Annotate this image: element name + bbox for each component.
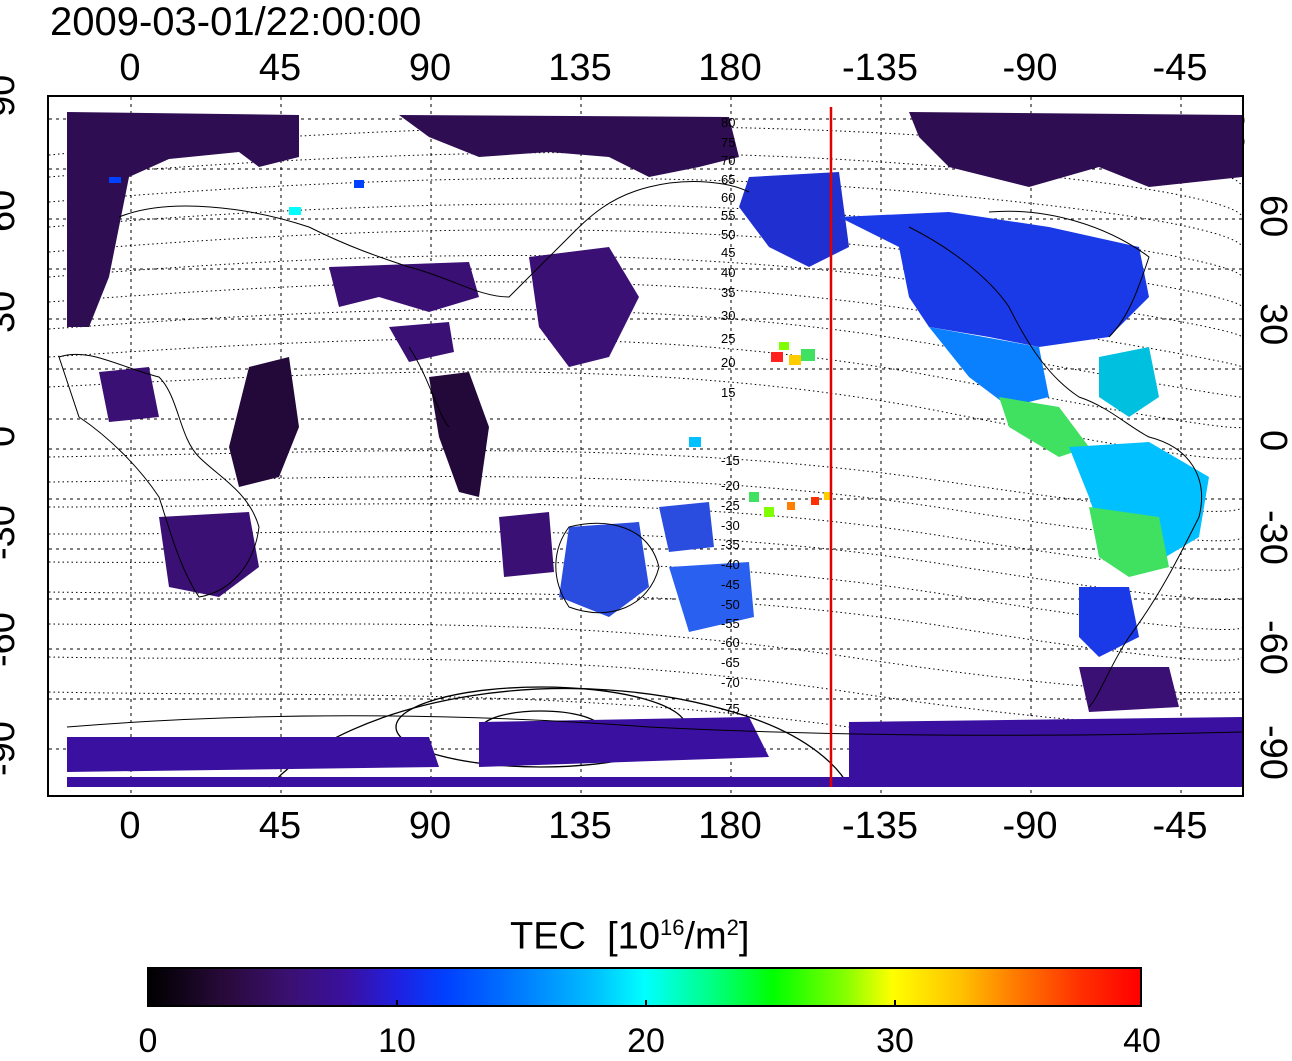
contour-label: 60	[721, 190, 735, 205]
y-tick-right: 30	[1252, 303, 1292, 346]
y-tick-right: -30	[1252, 510, 1292, 565]
tec-colorbar	[147, 967, 1142, 1007]
contour-label: -45	[721, 577, 740, 592]
contour-label: 70	[721, 153, 735, 168]
contour-label: 75	[721, 135, 735, 150]
x-tick-bottom: 180	[698, 805, 762, 847]
contour-label: -65	[721, 655, 740, 670]
x-tick-top: 0	[119, 47, 141, 89]
y-tick-right: -60	[1252, 620, 1292, 675]
y-tick-left: 90	[0, 74, 23, 117]
colorbar-title-label: TEC	[510, 915, 586, 958]
colorbar-tick-mark	[645, 1000, 647, 1007]
contour-label: 40	[721, 265, 735, 280]
tec-map-panel: 80 75 70 65 60 55 50 45 40 35 30 25 20 15 -15 -20 -25 -30…	[47, 95, 1244, 797]
x-tick-top: 45	[258, 47, 302, 89]
x-tick-top: -90	[1002, 47, 1058, 89]
y-tick-left: 60	[0, 189, 23, 232]
contour-label: 20	[721, 355, 735, 370]
colorbar-tick-label: 0	[138, 1022, 158, 1060]
y-tick-left: 30	[0, 290, 23, 333]
x-tick-bottom: 90	[408, 805, 452, 847]
contour-label: -15	[721, 453, 740, 468]
x-tick-bottom: -90	[1002, 805, 1058, 847]
contour-label: -35	[721, 537, 740, 552]
contour-label: 45	[721, 245, 735, 260]
contour-label: -25	[721, 498, 740, 513]
x-tick-bottom: -135	[841, 805, 919, 847]
tec-map: 80 75 70 65 60 55 50 45 40 35 30 25 20 15 -15 -20 -25 -30…	[49, 97, 1242, 795]
y-tick-left: -30	[0, 505, 23, 560]
colorbar-unit-exp2: 2	[726, 915, 739, 940]
contour-label: -75	[721, 701, 740, 716]
colorbar-tick-mark	[396, 1000, 398, 1007]
y-tick-left: -60	[0, 612, 23, 667]
colorbar-unit-mid: /m	[684, 915, 727, 958]
colorbar-tick-label: 10	[378, 1022, 416, 1060]
contour-labels: 80 75 70 65 60 55 50 45 40 35 30 25 20 15 -15 -20 -25 -30…	[721, 115, 740, 716]
contour-label: -20	[721, 478, 740, 493]
x-tick-bottom: 45	[258, 805, 302, 847]
x-tick-bottom: -45	[1152, 805, 1208, 847]
colorbar-tick-label: 20	[627, 1022, 665, 1060]
contour-label: 25	[721, 331, 735, 346]
contour-label: 30	[721, 308, 735, 323]
x-tick-top: -45	[1152, 47, 1208, 89]
contour-label: 15	[721, 385, 735, 400]
contour-label: 55	[721, 208, 735, 223]
colorbar-tick-label: 40	[1123, 1022, 1161, 1060]
contour-label: 35	[721, 285, 735, 300]
y-tick-left: -90	[0, 721, 23, 776]
tec-data-patches	[67, 112, 1242, 787]
map-timestamp: 2009-03-01/22:00:00	[50, 0, 422, 44]
contour-label: -60	[721, 635, 740, 650]
contour-label: -50	[721, 597, 740, 612]
colorbar-tick-mark	[894, 1000, 896, 1007]
y-tick-left: 0	[0, 426, 23, 447]
coastlines	[58, 181, 1242, 736]
contour-label: 65	[721, 172, 735, 187]
colorbar-unit-prefix: [10	[607, 915, 660, 958]
x-tick-top: -135	[841, 47, 919, 89]
colorbar-unit-suffix: ]	[738, 915, 750, 958]
x-tick-top: 90	[408, 47, 452, 89]
y-tick-right: -90	[1252, 725, 1292, 780]
x-tick-top: 135	[548, 47, 612, 89]
y-tick-right: 0	[1252, 430, 1292, 452]
colorbar-tick-label: 30	[876, 1022, 914, 1060]
colorbar-title: TEC [1016/m2]	[510, 906, 749, 959]
y-tick-right: 60	[1252, 195, 1292, 238]
colorbar-unit-exp1: 16	[659, 915, 685, 940]
x-tick-bottom: 0	[119, 805, 141, 847]
contour-label: 80	[721, 115, 735, 130]
contour-label: 50	[721, 227, 735, 242]
contour-label: -70	[721, 675, 740, 690]
contour-label: -55	[721, 616, 740, 631]
x-tick-top: 180	[698, 47, 762, 89]
contour-label: -40	[721, 557, 740, 572]
x-tick-bottom: 135	[548, 805, 612, 847]
contour-label: -30	[721, 518, 740, 533]
